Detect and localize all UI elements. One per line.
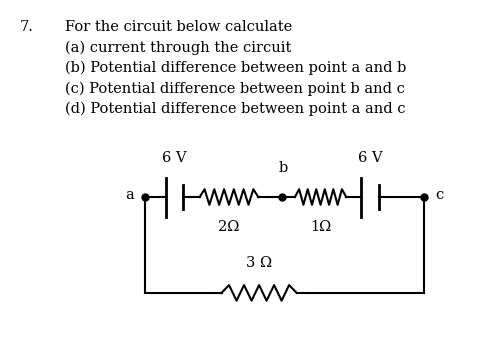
Text: a: a: [125, 188, 134, 202]
Text: For the circuit below calculate: For the circuit below calculate: [65, 20, 292, 33]
Text: 6 V: 6 V: [162, 151, 187, 165]
Text: c: c: [435, 188, 443, 202]
Text: (d) Potential difference between point a and c: (d) Potential difference between point a…: [65, 102, 405, 116]
Text: (c) Potential difference between point b and c: (c) Potential difference between point b…: [65, 81, 405, 96]
Text: 1Ω: 1Ω: [310, 220, 331, 234]
Text: 2Ω: 2Ω: [218, 220, 240, 234]
Text: b: b: [278, 161, 288, 175]
Text: (b) Potential difference between point a and b: (b) Potential difference between point a…: [65, 61, 406, 75]
Text: (a) current through the circuit: (a) current through the circuit: [65, 40, 292, 55]
Text: 7.: 7.: [20, 20, 34, 33]
Text: 3 Ω: 3 Ω: [246, 256, 272, 270]
Text: 6 V: 6 V: [358, 151, 382, 165]
